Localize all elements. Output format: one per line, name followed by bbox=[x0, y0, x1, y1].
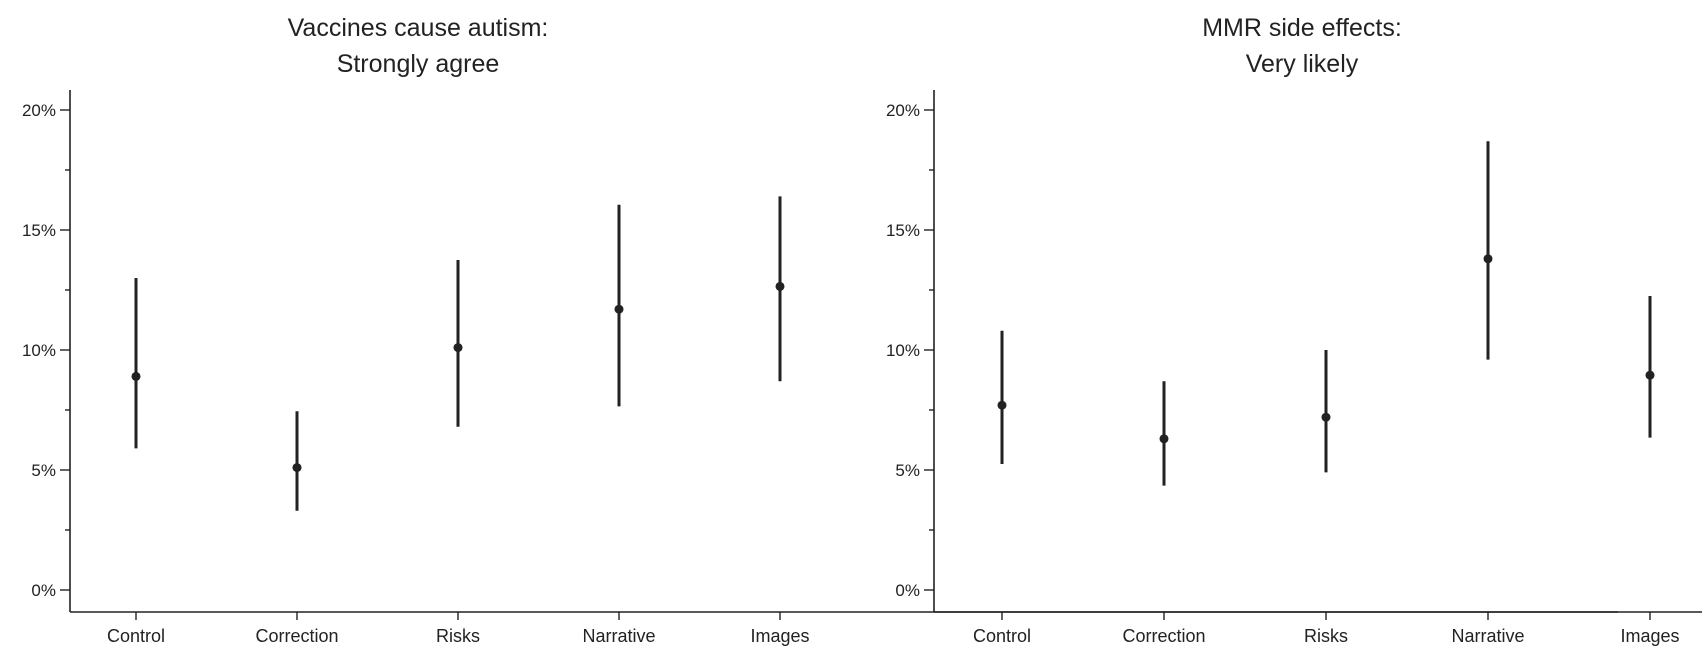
y-tick-label: 20% bbox=[886, 101, 920, 120]
point-images bbox=[775, 281, 785, 291]
y-tick-label: 5% bbox=[31, 461, 56, 480]
chart-panel-2: MMR side effects: Very likely 0% 5% 10% 15% 20… bbox=[886, 14, 1702, 646]
x-tick-label: Images bbox=[750, 626, 809, 646]
point-images bbox=[1645, 370, 1655, 380]
x-tick-label: Control bbox=[107, 626, 165, 646]
y-tick-label: 15% bbox=[886, 221, 920, 240]
x-tick-label: Risks bbox=[1304, 626, 1348, 646]
x-tick-label: Narrative bbox=[582, 626, 655, 646]
y-tick-label: 5% bbox=[895, 461, 920, 480]
y-tick-label: 10% bbox=[22, 341, 56, 360]
y-tick-label: 0% bbox=[895, 581, 920, 600]
point-risks bbox=[453, 343, 463, 353]
x-tick-label: Control bbox=[973, 626, 1031, 646]
point-correction bbox=[1159, 434, 1169, 444]
y-tick-label: 20% bbox=[22, 101, 56, 120]
x-tick-label: Images bbox=[1620, 626, 1679, 646]
y-tick-label: 15% bbox=[22, 221, 56, 240]
x-tick-label: Correction bbox=[255, 626, 338, 646]
point-control bbox=[997, 400, 1007, 410]
point-narrative bbox=[1483, 254, 1493, 264]
point-risks bbox=[1321, 412, 1331, 422]
chart-subtitle: Very likely bbox=[1246, 50, 1359, 78]
x-tick-label: Correction bbox=[1122, 626, 1205, 646]
chart-title: Vaccines cause autism: bbox=[288, 14, 549, 42]
x-tick-label: Risks bbox=[436, 626, 480, 646]
x-tick-label: Narrative bbox=[1451, 626, 1524, 646]
point-control bbox=[131, 371, 141, 381]
point-correction bbox=[292, 463, 302, 473]
chart-title: MMR side effects: bbox=[1202, 14, 1402, 42]
chart-subtitle: Strongly agree bbox=[337, 50, 500, 78]
chart-panel-1: Vaccines cause autism: Strongly agree 0% 5%… bbox=[22, 14, 1618, 646]
point-narrative bbox=[614, 304, 624, 314]
y-tick-label: 10% bbox=[886, 341, 920, 360]
y-tick-label: 0% bbox=[31, 581, 56, 600]
